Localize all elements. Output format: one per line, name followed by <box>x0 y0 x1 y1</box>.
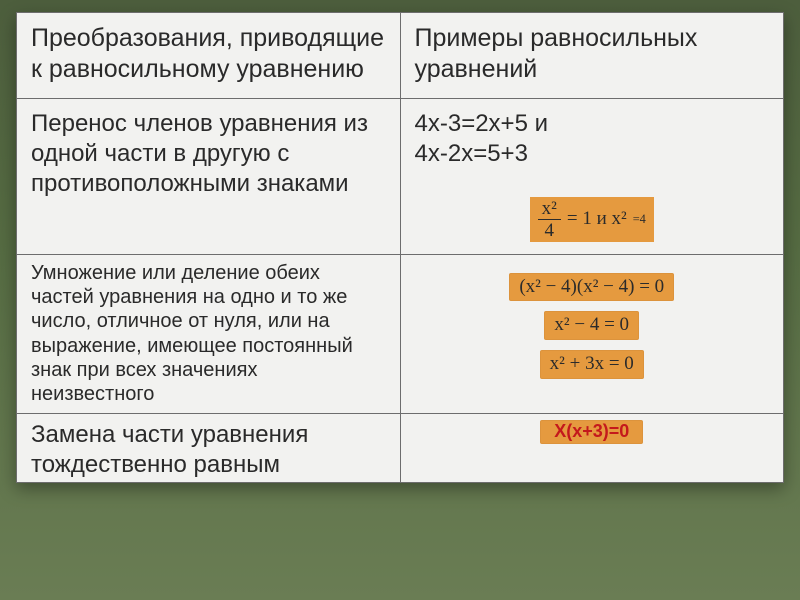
row2-fraction-chip: x² 4 = 1 и x²=4 <box>530 197 654 242</box>
table-row: Перенос членов уравнения из одной части … <box>17 98 784 254</box>
row3-chip-3: x² + 3x = 0 <box>540 350 644 379</box>
fraction-mid-text: = 1 и x² <box>567 208 627 230</box>
fraction-icon: x² 4 <box>538 199 561 240</box>
row3-chip-1: (x² − 4)(x² − 4) = 0 <box>509 273 674 302</box>
row4-right-cell: X(x+3)=0 <box>400 413 784 482</box>
header-cell-left: Преобразования, приводящие к равносильно… <box>17 13 401 99</box>
row2-line1: 4x-3=2x+5 и <box>415 109 770 139</box>
table-header-row: Преобразования, приводящие к равносильно… <box>17 13 784 99</box>
row3-chip-2: x² − 4 = 0 <box>544 311 639 340</box>
slide: Преобразования, приводящие к равносильно… <box>0 0 800 600</box>
header-cell-right: Примеры равносильных уравнений <box>400 13 784 99</box>
row4-chip: X(x+3)=0 <box>540 420 643 444</box>
row3-left-cell: Умножение или деление обеих частей уравн… <box>17 254 401 413</box>
row2-left-text: Перенос членов уравнения из одной части … <box>31 109 386 199</box>
fraction-numerator: x² <box>538 199 561 218</box>
header-left-text: Преобразования, приводящие к равносильно… <box>31 23 386 86</box>
equivalence-table: Преобразования, приводящие к равносильно… <box>16 12 784 483</box>
row3-right-cell: (x² − 4)(x² − 4) = 0 x² − 4 = 0 x² + 3x … <box>400 254 784 413</box>
row4-left-cell: Замена части уравнения тождественно равн… <box>17 413 401 482</box>
table-row: Умножение или деление обеих частей уравн… <box>17 254 784 413</box>
fraction-denominator: 4 <box>541 221 559 240</box>
row3-left-text: Умножение или деление обеих частей уравн… <box>31 261 386 407</box>
header-right-text: Примеры равносильных уравнений <box>415 23 770 86</box>
row2-right-cell: 4x-3=2x+5 и 4x-2x=5+3 x² 4 = 1 и x²=4 <box>400 98 784 254</box>
row4-left-text: Замена части уравнения тождественно равн… <box>31 420 386 480</box>
table-row: Замена части уравнения тождественно равн… <box>17 413 784 482</box>
row2-left-cell: Перенос членов уравнения из одной части … <box>17 98 401 254</box>
row2-line2: 4x-2x=5+3 <box>415 139 770 169</box>
